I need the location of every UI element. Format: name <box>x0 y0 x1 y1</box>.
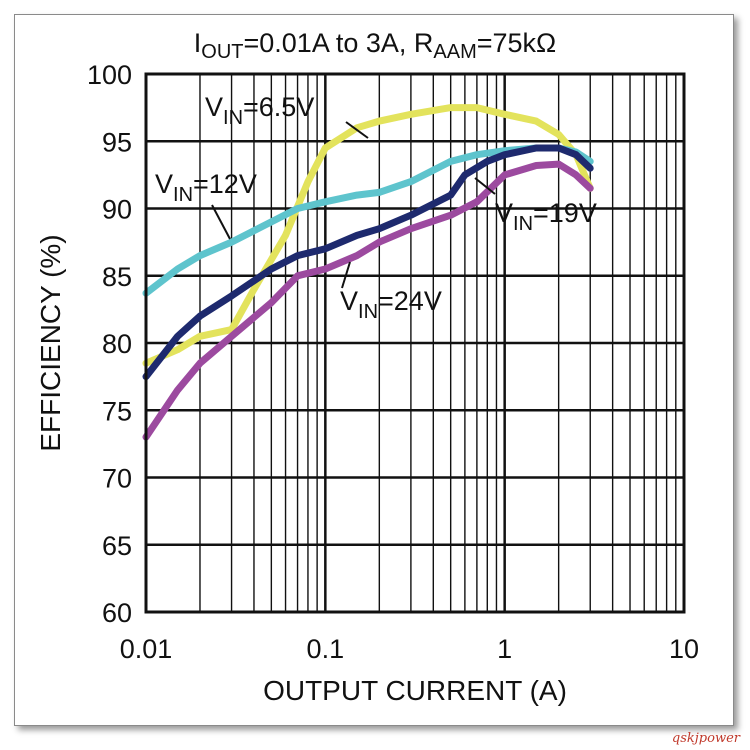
y-tick-label: 90 <box>102 195 132 225</box>
x-tick-label: 0.01 <box>120 634 173 664</box>
series-line-vin-6.5v <box>142 104 594 367</box>
x-tick-label: 0.1 <box>307 634 345 664</box>
y-tick-label: 65 <box>102 531 132 561</box>
series-label-vin-6.5v: VIN=6.5V <box>205 92 314 129</box>
y-tick-label: 60 <box>102 598 132 628</box>
x-axis-label: OUTPUT CURRENT (A) <box>263 675 567 706</box>
y-tick-label: 70 <box>102 464 132 494</box>
leader-line-vin-24v <box>341 261 351 289</box>
x-tick-labels: 0.01 0.1 1 10 <box>120 634 699 664</box>
x-tick-label: 10 <box>669 634 699 664</box>
y-tick-label: 80 <box>102 329 132 359</box>
leader-line-vin-12v <box>211 204 231 240</box>
leader-line-vin-19v <box>474 177 496 195</box>
series-annotations: VIN=6.5V VIN=12V VIN=19V VIN=24V <box>155 92 597 323</box>
plot-area-border <box>144 72 686 614</box>
chart-frame <box>14 14 734 726</box>
watermark: qskjpower <box>671 731 740 746</box>
x-tick-label: 1 <box>497 634 512 664</box>
chart-title: IOUT=0.01A to 3A, RAAM=75kΩ <box>194 28 556 63</box>
leader-line-vin-6.5v <box>345 121 369 139</box>
series-lines <box>142 104 594 441</box>
series-label-vin-12v: VIN=12V <box>155 169 257 206</box>
y-tick-labels: 60 65 70 75 80 85 90 95 100 <box>87 60 132 628</box>
y-axis-label: EFFICIENCY (%) <box>35 234 66 451</box>
y-tick-label: 100 <box>87 60 132 90</box>
series-label-vin-24v: VIN=24V <box>340 286 442 323</box>
y-tick-label: 95 <box>102 127 132 157</box>
series-label-vin-19v: VIN=19V <box>495 198 597 235</box>
series-line-vin-19v <box>142 144 594 381</box>
y-tick-label: 85 <box>102 262 132 292</box>
series-line-vin-24v <box>142 160 594 441</box>
y-tick-label: 75 <box>102 396 132 426</box>
